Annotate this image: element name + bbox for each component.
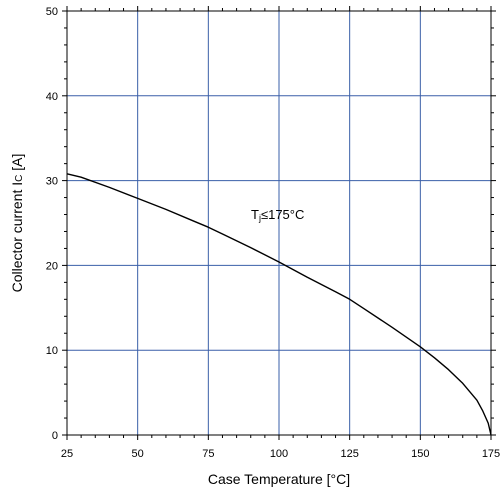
- y-tick-label: 20: [46, 260, 58, 272]
- y-tick-label: 40: [46, 91, 58, 103]
- series-layer: [66, 173, 492, 436]
- x-axis-title: Case Temperature [°C]: [208, 471, 350, 487]
- x-tick-label: 175: [482, 448, 500, 460]
- y-axis-title: Collector current IC [A]: [9, 154, 25, 293]
- x-tick-label: 100: [270, 448, 288, 460]
- x-tick-label: 75: [202, 448, 214, 460]
- y-tick-label: 50: [46, 6, 58, 18]
- tj-annotation: Tj≤175°C: [251, 207, 304, 223]
- y-tick-label: 0: [52, 430, 58, 442]
- grid: [67, 11, 491, 435]
- y-tick-label: 10: [46, 345, 58, 357]
- series-line: [66, 173, 492, 436]
- x-tick-label: 125: [340, 448, 358, 460]
- tick-labels: 25 50 75 100 125 150 175 0 10 20 30 40 50: [46, 6, 500, 460]
- x-tick-label: 150: [411, 448, 429, 460]
- y-tick-label: 30: [46, 176, 58, 188]
- plot-frame: [66, 10, 492, 436]
- x-tick-label: 25: [61, 448, 73, 460]
- x-tick-label: 50: [132, 448, 144, 460]
